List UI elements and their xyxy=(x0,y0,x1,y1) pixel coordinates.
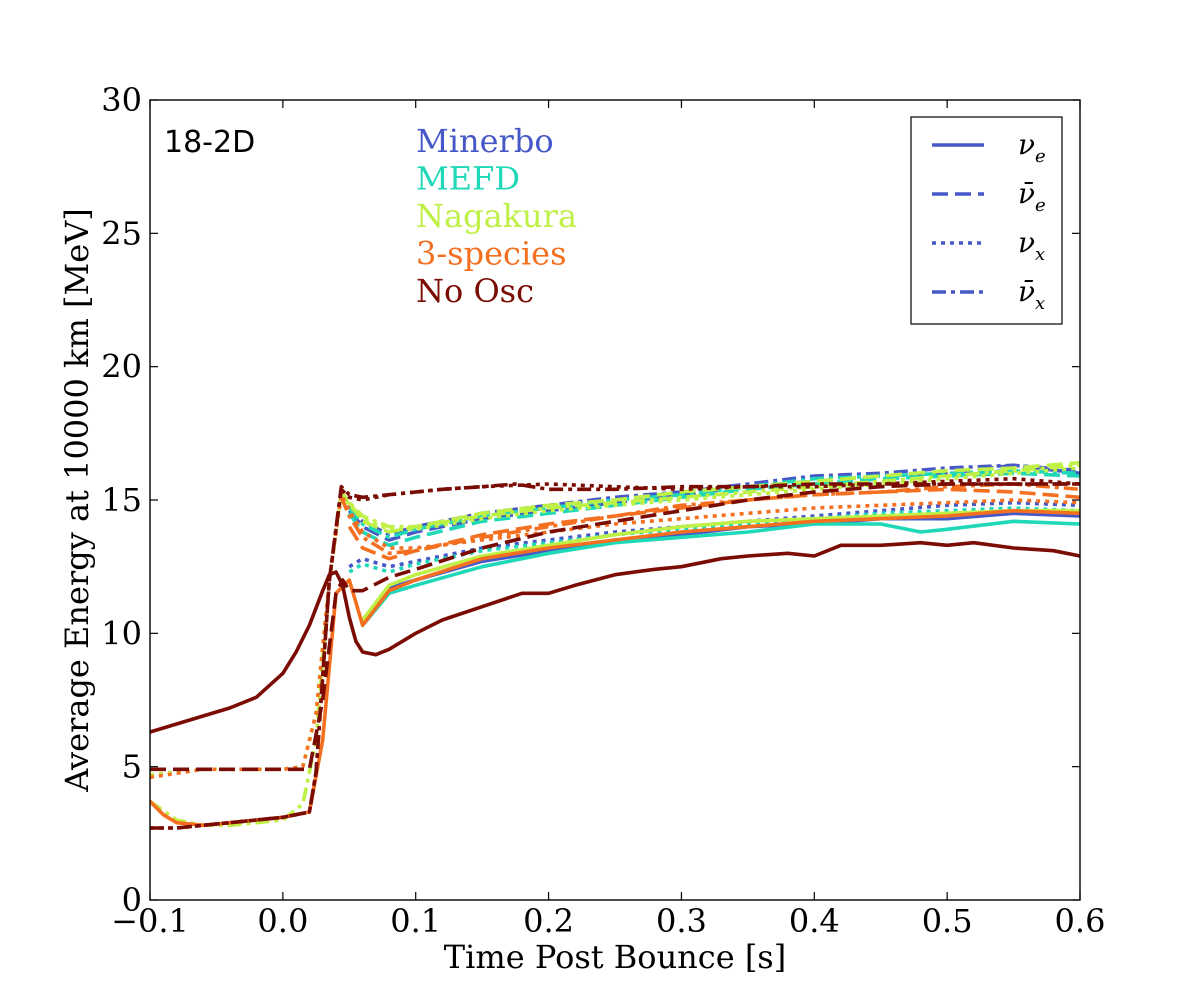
x-tick-label: 0.6 xyxy=(1055,902,1106,940)
series-layer xyxy=(150,460,1080,830)
model-label-three: 3-species xyxy=(416,235,567,273)
legend-frame xyxy=(910,116,1063,325)
series-three-nu_e xyxy=(150,508,1080,828)
series-mefd-nu_x xyxy=(348,506,1080,574)
model-label-noosc: No Osc xyxy=(416,272,534,310)
legend-label: νe xyxy=(1018,128,1046,167)
series-noosc-nu_e xyxy=(150,540,1080,734)
legend: νe ν̄e νx ν̄x xyxy=(910,116,1063,325)
x-tick-label: 0.1 xyxy=(390,902,441,940)
y-axis-title: Average Energy at 10000 km [MeV] xyxy=(58,208,96,793)
panel-label: 18-2D xyxy=(164,125,255,160)
legend-label: νx xyxy=(1018,226,1045,265)
series-three-nu_x xyxy=(150,492,1080,780)
y-tick-label: 15 xyxy=(101,481,142,519)
model-label-mefd: MEFD xyxy=(416,160,520,198)
y-tick-label: 10 xyxy=(101,614,142,652)
x-tick-label: 0.2 xyxy=(523,902,574,940)
x-tick-label: 0.5 xyxy=(922,902,973,940)
x-tick-label: 0.3 xyxy=(656,902,707,940)
series-nagakura-nu_e xyxy=(360,508,1080,622)
legend-label: ν̄x xyxy=(1018,275,1045,314)
model-label-minerbo: Minerbo xyxy=(416,122,554,160)
series-nagakura-nubar_e xyxy=(347,460,1080,534)
y-tick-label: 0 xyxy=(122,881,142,919)
model-label-nagakura: Nagakura xyxy=(416,197,577,235)
series-nagakura-nu_x xyxy=(150,466,1080,777)
x-axis-title: Time Post Bounce [s] xyxy=(444,938,786,976)
legend-label: ν̄e xyxy=(1018,177,1046,216)
x-tick-label: 0.4 xyxy=(789,902,840,940)
x-tick-label: 0.0 xyxy=(257,902,308,940)
y-tick-label: 5 xyxy=(122,748,142,786)
y-tick-label: 25 xyxy=(101,214,142,252)
y-tick-label: 30 xyxy=(101,81,142,119)
series-mefd-nu_e xyxy=(360,519,1080,628)
series-three-nubar_x xyxy=(339,482,1080,556)
series-minerbo-nu_x xyxy=(348,500,1080,569)
series-three-nubar_e xyxy=(347,487,1080,561)
series-noosc-nubar_x xyxy=(150,482,1080,830)
y-tick-label: 20 xyxy=(101,348,142,386)
series-mefd-nubar_e xyxy=(347,471,1080,548)
series-nagakura-nubar_x xyxy=(150,463,1080,828)
series-noosc-nubar_e xyxy=(150,482,1080,772)
x-tick-label: −0.1 xyxy=(111,902,189,940)
ticks-layer: −0.1 0.0 0.1 0.2 0.3 0.4 0.5 0.6 0 5 10 15 20 25 30 xyxy=(101,81,1105,940)
